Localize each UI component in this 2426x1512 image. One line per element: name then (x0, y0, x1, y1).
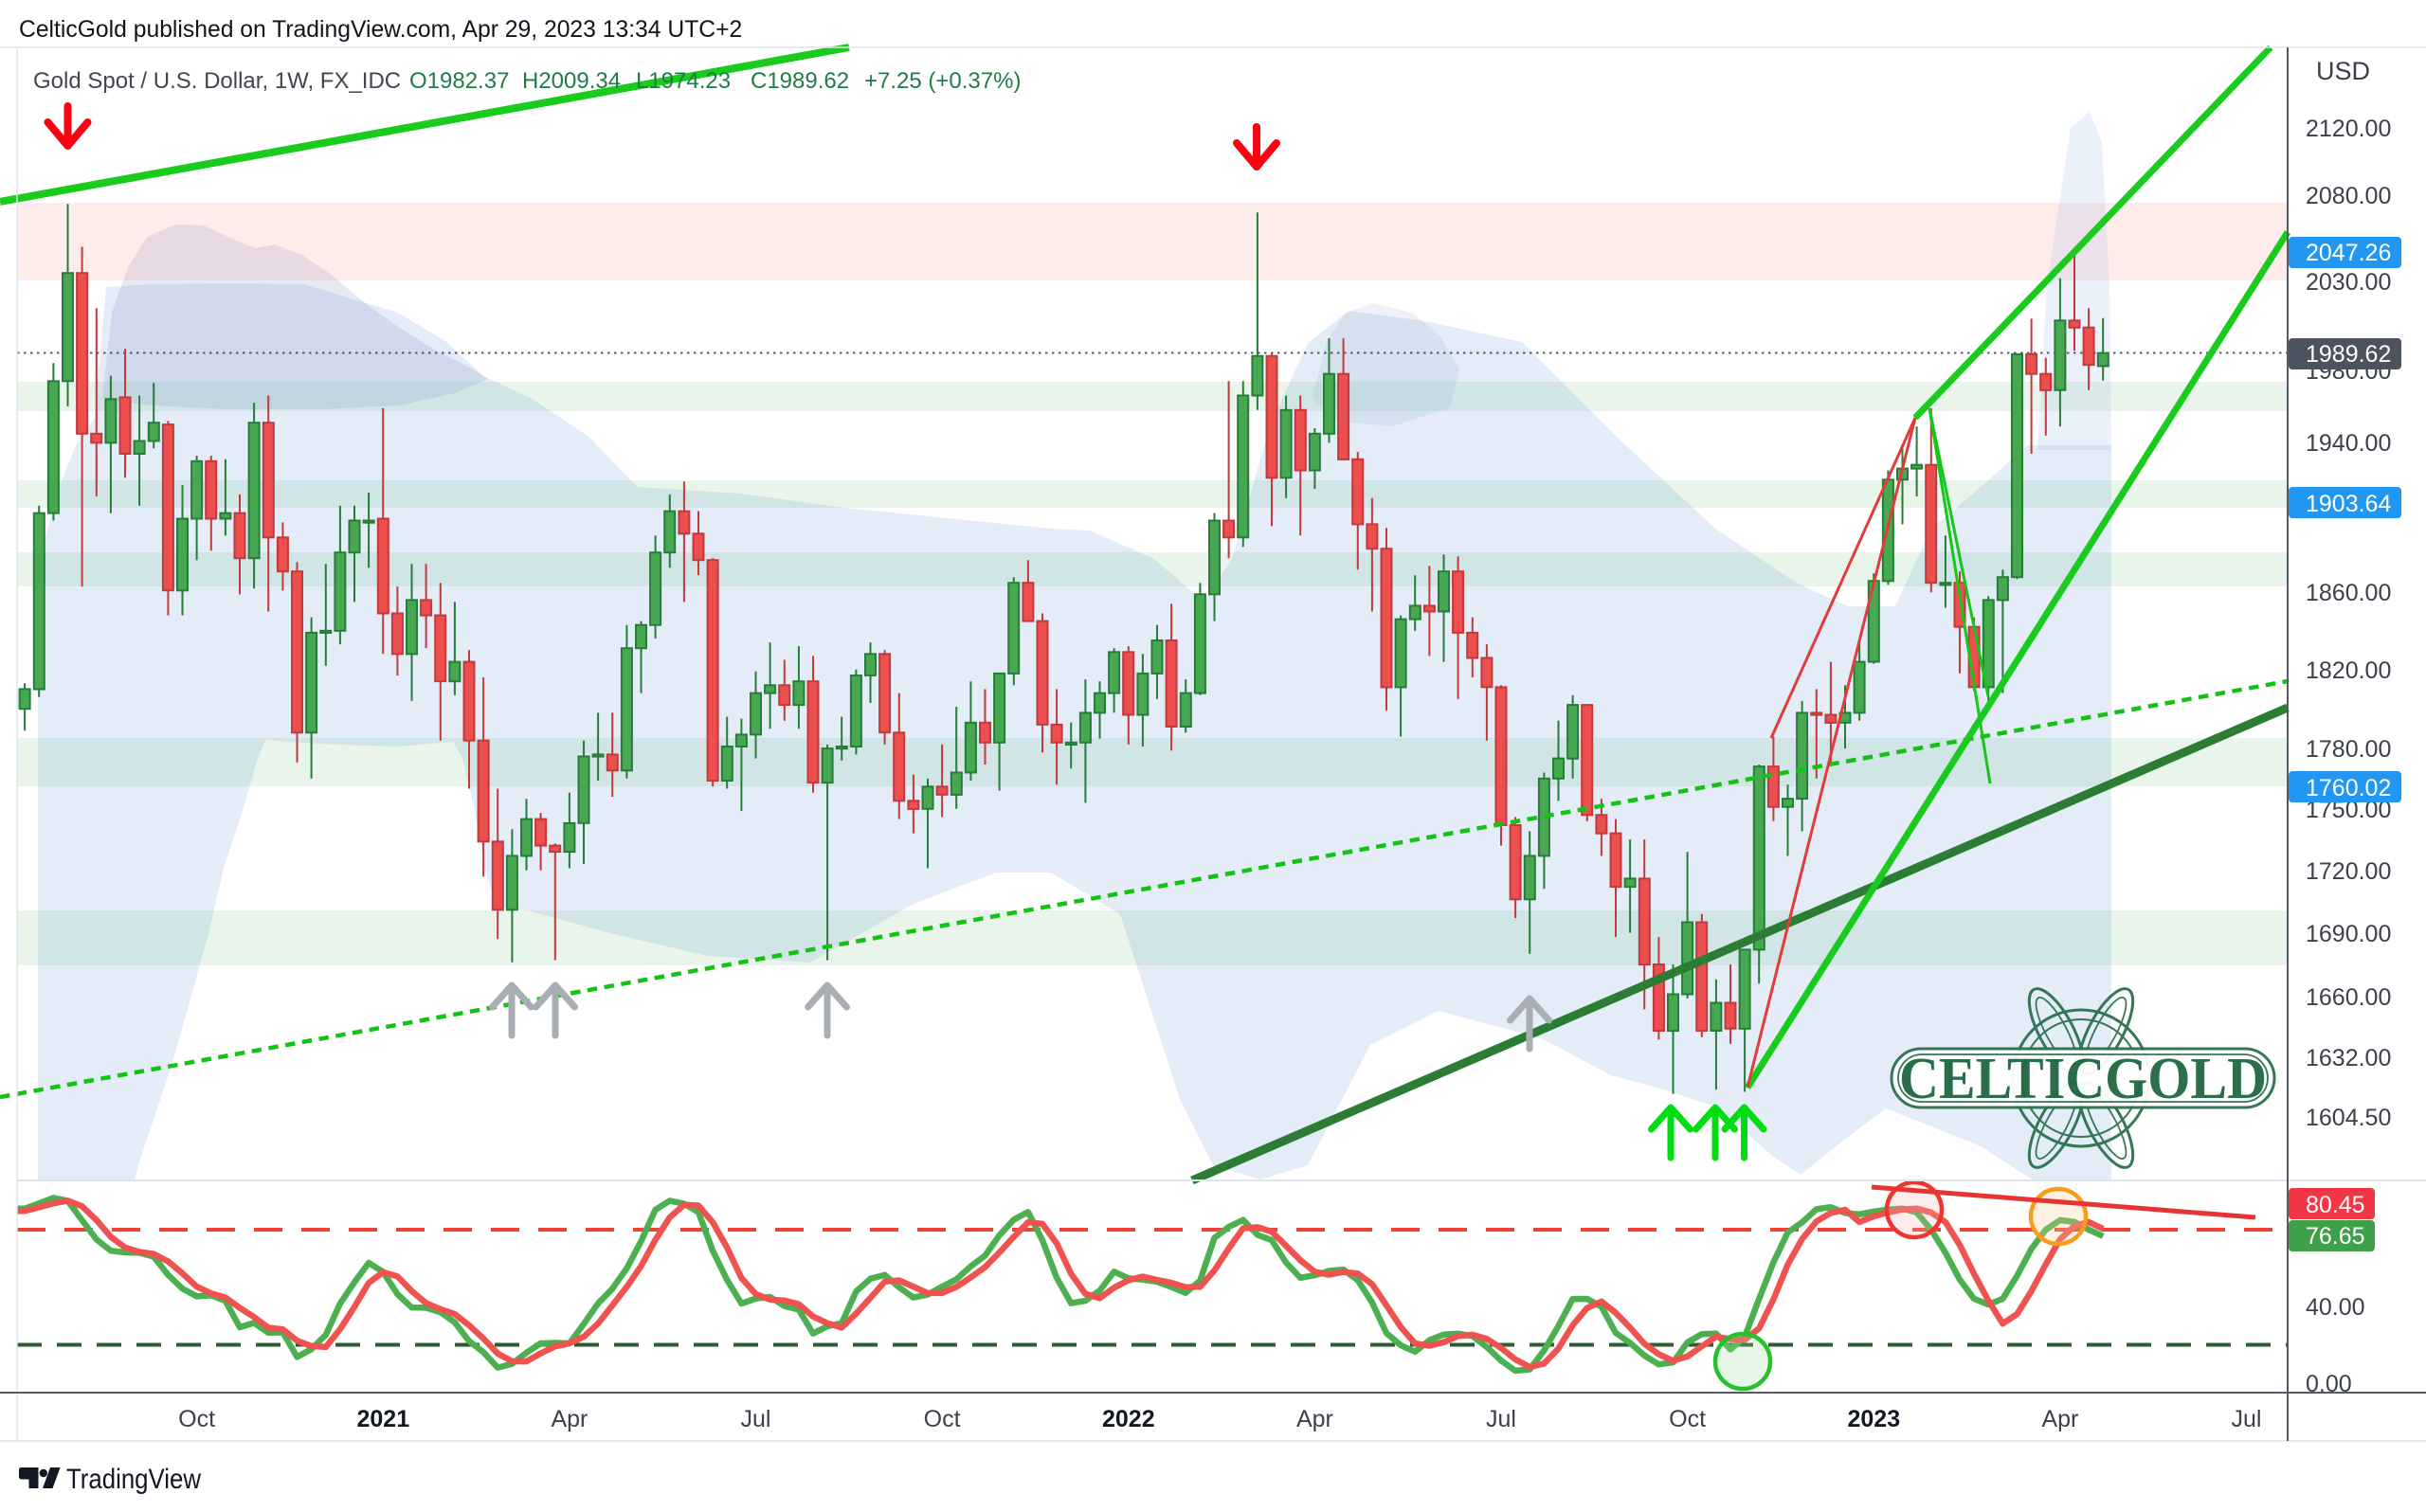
svg-text:1720.00: 1720.00 (2306, 858, 2391, 885)
svg-text:0.00: 0.00 (2306, 1371, 2352, 1397)
svg-text:2047.26: 2047.26 (2306, 240, 2391, 266)
svg-text:1860.00: 1860.00 (2306, 580, 2391, 606)
svg-text:1780.00: 1780.00 (2306, 736, 2391, 763)
svg-text:2022: 2022 (1102, 1406, 1155, 1432)
svg-text:CELTICGOLD: CELTICGOLD (1899, 1047, 2267, 1111)
svg-text:USD: USD (2316, 57, 2370, 85)
svg-text:Oct: Oct (924, 1406, 961, 1432)
svg-text:1604.50: 1604.50 (2306, 1105, 2391, 1131)
svg-text:Apr: Apr (2041, 1406, 2078, 1432)
svg-text:Jul: Jul (741, 1406, 771, 1432)
svg-text:TradingView: TradingView (66, 1464, 201, 1495)
svg-text:Gold Spot / U.S. Dollar, 1W, F: Gold Spot / U.S. Dollar, 1W, FX_IDC (33, 68, 401, 94)
svg-text:Oct: Oct (178, 1406, 215, 1432)
svg-text:1903.64: 1903.64 (2306, 491, 2391, 517)
svg-text:2023: 2023 (1847, 1406, 1900, 1432)
svg-text:1940.00: 1940.00 (2306, 430, 2391, 457)
svg-text:CelticGold published on Tradin: CelticGold published on TradingView.com,… (19, 17, 742, 43)
svg-text:1690.00: 1690.00 (2306, 921, 2391, 947)
svg-text:76.65: 76.65 (2306, 1223, 2365, 1250)
svg-text:2080.00: 2080.00 (2306, 183, 2391, 209)
svg-text:Jul: Jul (2232, 1406, 2262, 1432)
svg-text:1820.00: 1820.00 (2306, 657, 2391, 684)
svg-text:Apr: Apr (551, 1406, 588, 1432)
svg-text:40.00: 40.00 (2306, 1294, 2365, 1321)
svg-text:2120.00: 2120.00 (2306, 116, 2391, 142)
svg-text:Apr: Apr (1296, 1406, 1333, 1432)
svg-text:1660.00: 1660.00 (2306, 984, 2391, 1011)
svg-text:2021: 2021 (356, 1406, 409, 1432)
svg-text:1989.62: 1989.62 (2306, 341, 2391, 368)
svg-text:1760.02: 1760.02 (2306, 775, 2391, 801)
svg-text:2030.00: 2030.00 (2306, 269, 2391, 296)
svg-text:Jul: Jul (1486, 1406, 1516, 1432)
svg-text:Oct: Oct (1669, 1406, 1706, 1432)
svg-text:80.45: 80.45 (2306, 1192, 2365, 1218)
svg-text:1632.00: 1632.00 (2306, 1045, 2391, 1071)
